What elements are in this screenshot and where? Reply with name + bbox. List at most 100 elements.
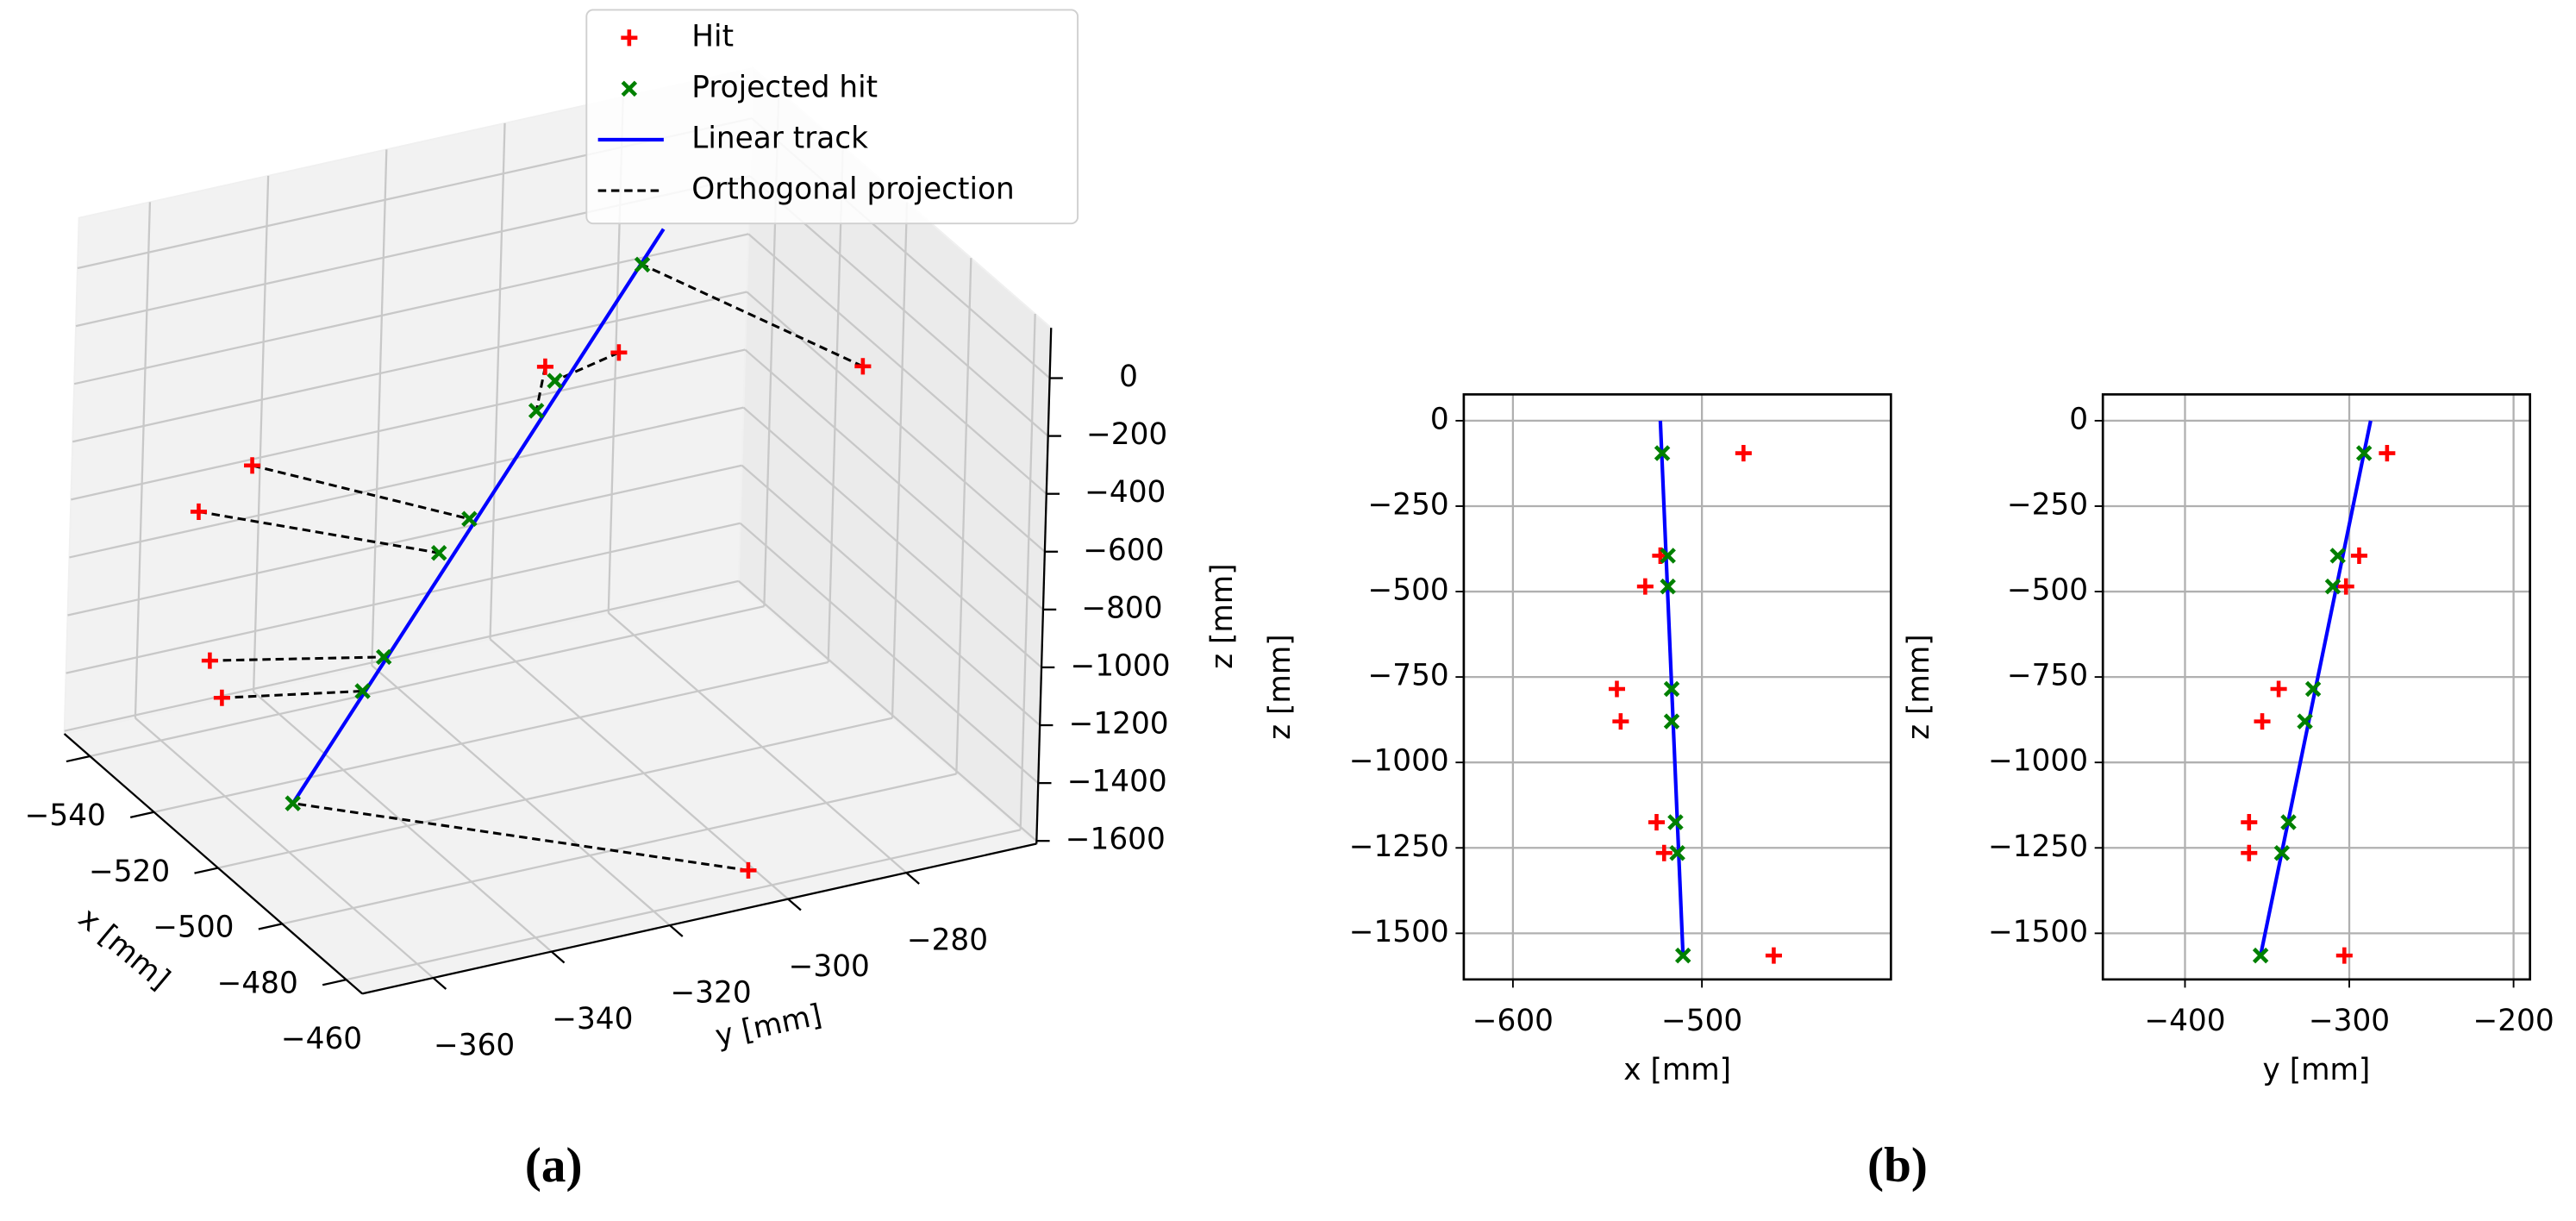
y-tick-label: −320 (670, 976, 751, 1011)
marker (375, 648, 392, 666)
marker (2324, 578, 2342, 595)
x-axis-label: x [mm] (1623, 1053, 1731, 1087)
x-tick-label: −200 (2473, 1004, 2554, 1038)
marker (2252, 947, 2269, 964)
grid-line (744, 348, 1044, 610)
grid-line (741, 464, 1041, 726)
marker (1655, 844, 1673, 861)
grid-line (282, 773, 957, 925)
grid-line (742, 406, 1042, 668)
marker (610, 344, 628, 361)
tick-mark (669, 924, 684, 937)
grid-line (134, 717, 435, 979)
z-tick-label: −400 (1085, 475, 1166, 510)
marker (536, 358, 553, 375)
marker (854, 358, 872, 375)
grid-line (217, 717, 893, 869)
grid-line (90, 605, 765, 758)
y-tick-label: −250 (2007, 487, 2088, 522)
grid-line (489, 122, 506, 640)
x-tick-label: −500 (153, 911, 234, 945)
y-tick-label: −750 (1368, 659, 1449, 693)
orthogonal-projection (553, 351, 620, 383)
marker (201, 652, 218, 669)
marker (1663, 713, 1680, 729)
x-tick-label: −460 (281, 1022, 362, 1056)
marker (2273, 844, 2291, 861)
x-tick-label: −500 (1661, 1004, 1742, 1038)
marker (2270, 680, 2287, 698)
marker (244, 457, 261, 474)
marker (213, 689, 230, 706)
z-tick-label: −600 (1083, 533, 1164, 567)
marker (1654, 445, 1671, 461)
grid-line (489, 638, 789, 900)
orthogonal-projection (209, 655, 385, 662)
tick-mark (129, 811, 154, 818)
grid-line (67, 464, 742, 617)
marker (528, 403, 545, 419)
y-axis-label: z [mm] (1902, 634, 1936, 739)
y-axis (361, 842, 1037, 995)
y-tick-label: −300 (789, 949, 870, 984)
tick-mark (258, 923, 283, 930)
z-axis (1035, 328, 1053, 844)
grid-line (955, 258, 972, 774)
plot-frame (1462, 393, 1892, 981)
marker (1667, 814, 1684, 830)
z-tick-label: −1200 (1069, 707, 1169, 742)
legend-label: Hit (691, 19, 734, 53)
marker (1660, 548, 1676, 564)
z-tick-label: 0 (1119, 360, 1138, 394)
grid-line (69, 406, 744, 559)
grid-line (66, 522, 741, 674)
marker (1648, 814, 1666, 831)
marker (2280, 814, 2297, 830)
grid-line (72, 291, 747, 443)
x-tick-label: −480 (217, 966, 298, 1000)
marker (1674, 947, 1691, 964)
grid-line (71, 348, 746, 501)
y-tick-label: −1000 (1349, 744, 1449, 779)
orthogonal-projection (641, 263, 864, 368)
x-tick-label: −520 (89, 855, 170, 889)
marker (2335, 947, 2353, 964)
y-tick-label: −500 (2007, 573, 2088, 608)
grid-line (747, 233, 1047, 495)
grid-line (738, 580, 1038, 842)
marker (1663, 680, 1680, 698)
grid-line (64, 579, 740, 732)
y-tick-label: −1500 (1988, 915, 2088, 949)
y-tick-label: 0 (1430, 402, 1449, 436)
z-tick-label: −1600 (1066, 823, 1166, 857)
tick-mark (432, 977, 447, 990)
tick-mark (66, 755, 91, 763)
panel-caption: (a) (525, 1138, 583, 1193)
legend-marker (621, 29, 638, 47)
legend-label: Projected hit (691, 70, 878, 104)
legend-label: Orthogonal projection (691, 172, 1014, 207)
grid-line (607, 611, 908, 873)
x-tick-label: −600 (1472, 1004, 1554, 1038)
marker (284, 795, 301, 811)
y-tick-label: 0 (2069, 402, 2088, 436)
grid-line (1019, 313, 1036, 830)
y-tick-label: −1000 (1988, 744, 2088, 779)
tick-mark (905, 872, 920, 885)
marker (2379, 445, 2396, 462)
grid-line (134, 202, 152, 718)
legend-marker (621, 80, 638, 97)
marker (1669, 844, 1685, 861)
marker (2350, 547, 2367, 564)
marker (1608, 680, 1626, 698)
y-tick-label: −1250 (1988, 830, 2088, 864)
marker (2241, 814, 2258, 831)
legend-box (585, 9, 1079, 225)
z-tick-label: −800 (1081, 591, 1162, 625)
grid-line (153, 661, 828, 813)
linear-track (291, 228, 666, 805)
legend-label: Linear track (691, 121, 868, 155)
orthogonal-projection (292, 802, 749, 872)
